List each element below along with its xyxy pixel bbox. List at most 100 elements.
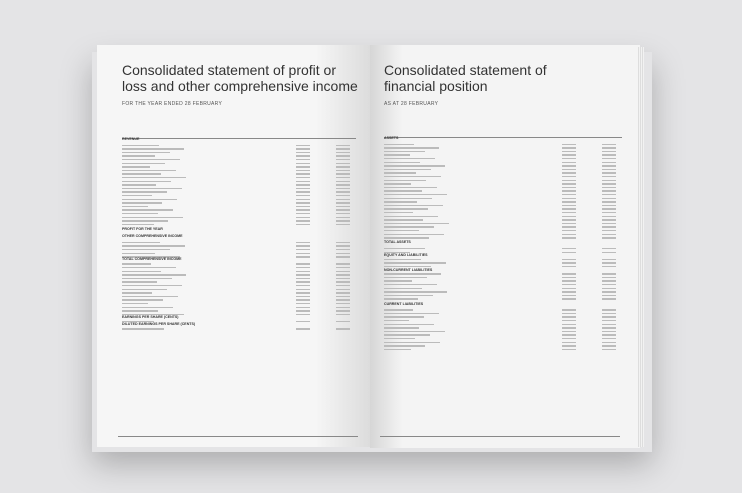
value-line [296,184,310,186]
value-line [602,298,616,300]
row-label: EARNINGS PER SHARE (CENTS) [122,315,179,319]
value-line [602,280,616,282]
value-line [562,273,576,275]
row-line [122,180,172,182]
value-line [296,281,310,283]
value-line [336,198,350,200]
row-line [384,330,445,333]
value-line [562,341,576,343]
value-line [562,327,576,329]
value-line [296,267,310,269]
value-line [602,154,616,156]
row-line [122,245,185,247]
value-line [336,155,350,157]
row-line [122,155,155,157]
row-line [384,338,415,340]
value-line [562,312,576,315]
value-line [296,245,310,247]
table-rule [384,137,622,138]
value-line [296,328,310,330]
row-label: REVENUE [122,137,140,141]
value-line [602,186,616,189]
value-line [602,345,616,347]
value-line [296,277,310,280]
value-line [336,274,350,276]
value-line [336,328,350,330]
value-line [602,338,616,340]
row-line [122,299,163,301]
value-line [296,180,310,182]
row-line [122,148,185,150]
row-line [384,208,428,210]
row-line [384,172,416,174]
value-line [336,191,350,193]
row-line [122,303,148,305]
value-line [562,190,576,192]
value-line [562,294,576,297]
value-line [602,330,616,333]
value-line [296,205,310,208]
value-line [562,179,576,181]
value-line [296,252,310,254]
row-label: EQUITY AND LIABILITIES [384,253,428,257]
value-line [296,144,310,146]
value-line [296,162,310,164]
row-line [122,223,154,226]
value-line [602,226,616,228]
row-line [384,348,411,351]
value-line [602,176,616,178]
value-line [562,219,576,221]
row-line [384,312,439,315]
value-line [602,212,616,214]
right-page [370,45,640,448]
value-line [562,266,576,268]
row-line [384,327,420,329]
value-line [336,213,350,215]
row-label: OTHER COMPREHENSIVE INCOME [122,234,183,238]
value-line [296,166,310,168]
row-line [122,166,151,168]
value-line [562,338,576,340]
value-line [562,237,576,239]
value-line [336,310,350,312]
value-line [336,263,350,265]
row-line [122,321,154,323]
value-line [602,251,616,253]
row-line [122,256,181,258]
value-line [562,147,576,149]
value-line [562,194,576,196]
row-line [384,212,413,214]
right-title: Consolidated statement of financial posi… [384,62,547,94]
value-line [296,209,310,211]
value-line [562,287,576,289]
row-line [384,276,427,279]
row-label: NON-CURRENT LIABILITIES [384,268,433,272]
value-line [296,321,310,323]
value-line [336,321,350,323]
row-line [384,176,441,178]
value-line [562,212,576,214]
value-line [602,291,616,293]
value-line [296,249,310,251]
row-line [122,277,172,280]
value-line [336,306,350,308]
row-line [122,270,162,272]
left-title: Consolidated statement of profit or loss… [122,62,358,94]
value-line [602,208,616,210]
row-line [384,143,415,145]
value-line [562,215,576,217]
page-edges [638,47,644,447]
value-line [336,209,350,211]
value-line [336,267,350,269]
value-line [336,148,350,150]
value-line [336,166,350,168]
value-line [336,252,350,254]
table-rule [122,138,356,139]
row-line [384,345,426,347]
value-line [602,309,616,311]
value-line [296,299,310,301]
value-line [562,158,576,160]
value-line [602,266,616,268]
row-line [384,273,442,275]
value-line [602,348,616,351]
